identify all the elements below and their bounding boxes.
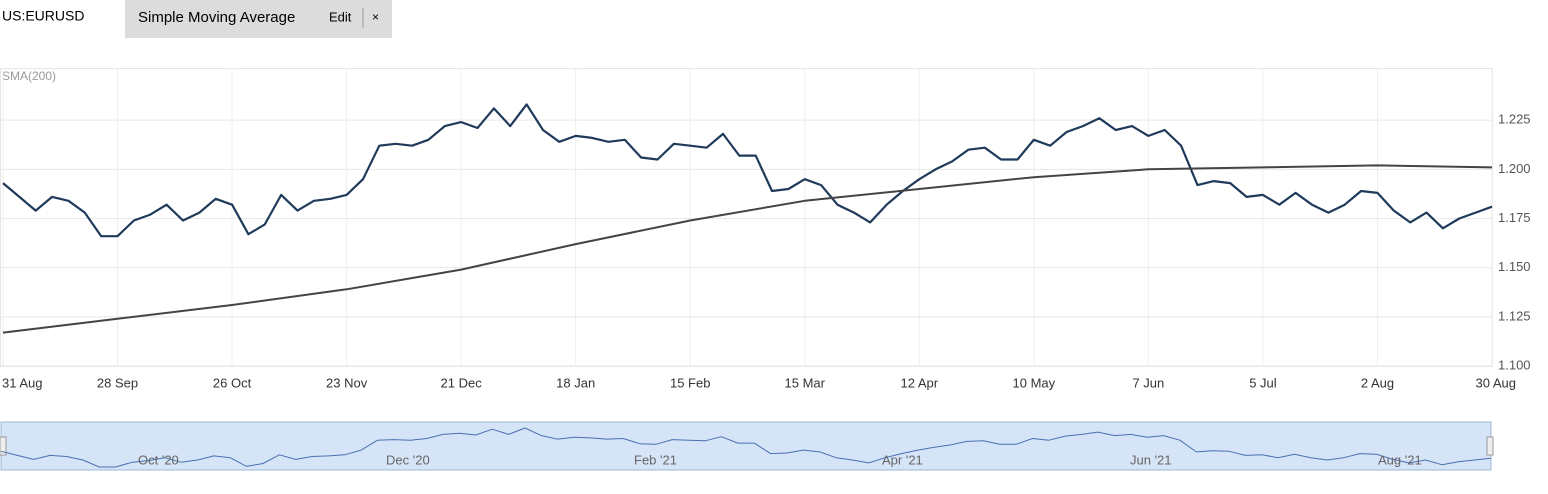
x-tick-label: 18 Jan: [556, 375, 595, 390]
x-tick-label: 21 Dec: [441, 375, 483, 390]
x-tick-label: 31 Aug: [2, 375, 43, 390]
x-tick-label: 12 Apr: [901, 375, 939, 390]
x-tick-label: 26 Oct: [213, 375, 252, 390]
x-tick-label: 15 Feb: [670, 375, 710, 390]
navigator-handle[interactable]: [1486, 436, 1494, 456]
navigator-label: Feb '21: [634, 452, 677, 467]
indicator-tab[interactable]: [125, 0, 392, 38]
close-button[interactable]: ×: [372, 10, 379, 24]
y-tick-label: 1.150: [1498, 259, 1531, 274]
edit-button[interactable]: Edit: [329, 9, 352, 24]
x-tick-label: 15 Mar: [785, 375, 826, 390]
x-tick-label: 7 Jun: [1132, 375, 1164, 390]
y-tick-label: 1.125: [1498, 308, 1531, 323]
navigator-label: Aug '21: [1378, 452, 1422, 467]
y-tick-label: 1.200: [1498, 161, 1531, 176]
x-tick-label: 10 May: [1013, 375, 1056, 390]
x-tick-label: 28 Sep: [97, 375, 138, 390]
plot-frame: [0, 68, 1493, 367]
navigator-label: Jun '21: [1130, 452, 1172, 467]
indicator-label: SMA(200): [2, 69, 56, 83]
navigator-label: Dec '20: [386, 452, 430, 467]
series-line: [2, 164, 1493, 334]
x-tick-label: 30 Aug: [1476, 375, 1517, 390]
x-tick-label: 5 Jul: [1249, 375, 1277, 390]
tab-title[interactable]: Simple Moving Average: [138, 9, 295, 26]
navigator-handle[interactable]: [0, 436, 7, 456]
symbol: US:EURUSD: [2, 8, 84, 24]
navigator-label: Apr '21: [882, 452, 923, 467]
navigator[interactable]: [0, 421, 1492, 471]
x-tick-label: 2 Aug: [1361, 375, 1394, 390]
y-tick-label: 1.100: [1498, 357, 1531, 372]
series-line: [2, 103, 1493, 238]
navigator-label: Oct '20: [138, 452, 179, 467]
navigator-line: [0, 427, 1492, 468]
x-tick-label: 23 Nov: [326, 375, 368, 390]
y-tick-label: 1.225: [1498, 112, 1531, 127]
y-tick-label: 1.175: [1498, 210, 1531, 225]
